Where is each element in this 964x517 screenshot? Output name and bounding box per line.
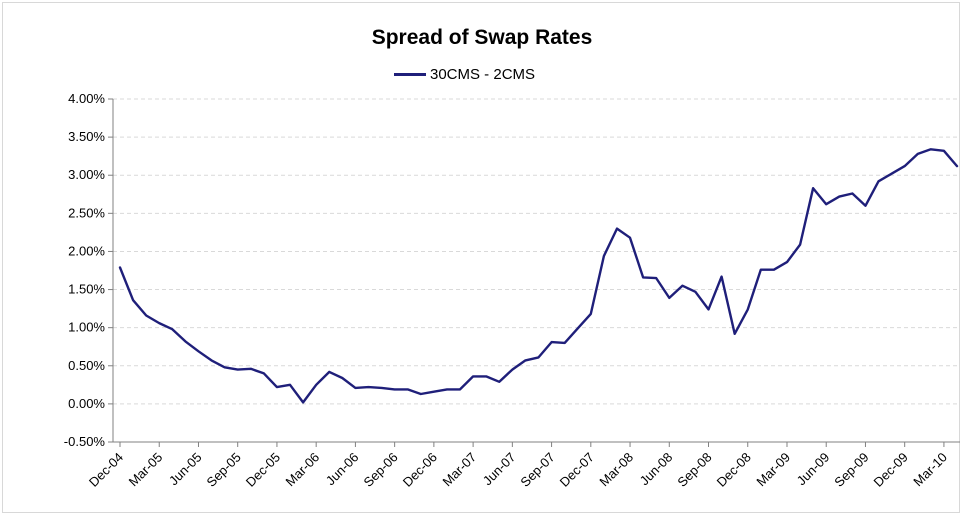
x-tick-label: Mar-05 bbox=[126, 450, 166, 490]
y-tick-label: 0.50% bbox=[68, 358, 105, 373]
y-tick-label: 0.00% bbox=[68, 396, 105, 411]
x-tick-label: Dec-09 bbox=[871, 450, 911, 490]
x-tick-label: Mar-07 bbox=[440, 450, 480, 490]
y-tick-label: 2.50% bbox=[68, 205, 105, 220]
x-tick-label: Mar-09 bbox=[753, 450, 793, 490]
x-tick-label: Sep-09 bbox=[831, 450, 871, 490]
x-tick-label: Mar-08 bbox=[596, 450, 636, 490]
legend-label: 30CMS - 2CMS bbox=[430, 65, 536, 83]
x-tick-label: Sep-06 bbox=[361, 450, 401, 490]
x-tick-label: Sep-08 bbox=[674, 450, 714, 490]
y-tick-label: 2.00% bbox=[68, 243, 105, 258]
x-tick-label: Jun-05 bbox=[166, 450, 205, 489]
y-tick-label: 3.00% bbox=[68, 167, 105, 182]
y-tick-label: 4.00% bbox=[68, 91, 105, 106]
y-tick-label: -0.50% bbox=[64, 434, 106, 449]
x-tick-label: Sep-07 bbox=[517, 450, 557, 490]
x-tick-label: Mar-10 bbox=[910, 450, 950, 490]
x-tick-label: Dec-06 bbox=[400, 450, 440, 490]
chart-legend: 30CMS - 2CMS bbox=[394, 64, 535, 84]
x-tick-label: Mar-06 bbox=[283, 450, 323, 490]
x-tick-label: Dec-05 bbox=[243, 450, 283, 490]
x-tick-label: Jun-07 bbox=[480, 450, 519, 489]
x-tick-label: Jun-08 bbox=[637, 450, 676, 489]
y-tick-label: 3.50% bbox=[68, 129, 105, 144]
x-tick-label: Jun-09 bbox=[794, 450, 833, 489]
chart-title: Spread of Swap Rates bbox=[371, 26, 593, 49]
x-tick-label: Sep-05 bbox=[204, 450, 244, 490]
x-tick-label: Jun-06 bbox=[323, 450, 362, 489]
x-tick-label: Dec-07 bbox=[557, 450, 597, 490]
y-tick-label: 1.50% bbox=[68, 282, 105, 297]
legend-swatch bbox=[394, 72, 426, 76]
x-tick-label: Dec-04 bbox=[86, 450, 126, 490]
y-tick-label: 1.00% bbox=[68, 320, 105, 335]
series-line-30cms-2cms bbox=[118, 148, 959, 404]
x-tick-label: Dec-08 bbox=[714, 450, 754, 490]
